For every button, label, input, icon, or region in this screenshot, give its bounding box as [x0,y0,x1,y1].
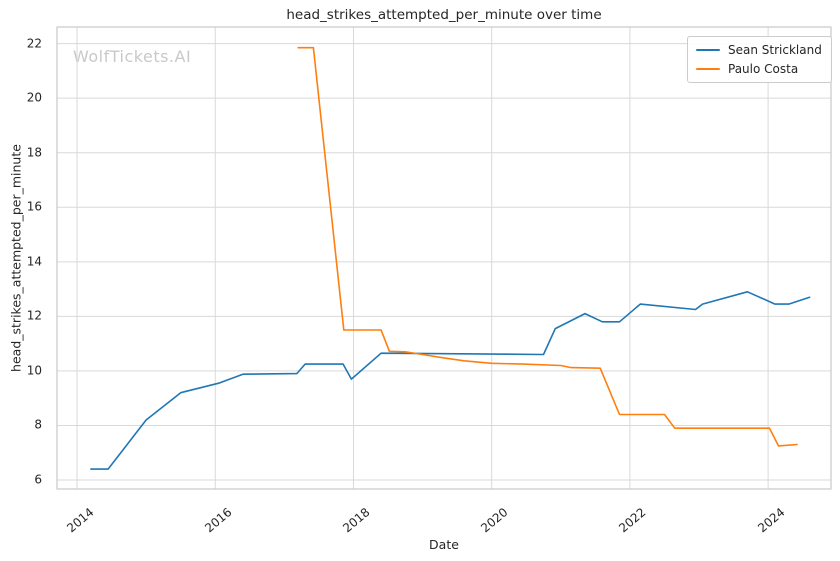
legend-label: Sean Strickland [728,43,822,57]
legend-item-paulo-costa: Paulo Costa [696,61,822,77]
legend-line-swatch-blue [696,49,720,51]
series-line-paulo-costa [297,46,798,447]
y-tick-label: 6 [34,472,42,487]
y-tick-label: 22 [26,36,42,51]
x-axis-label: Date [429,537,459,552]
legend-item-sean-strickland: Sean Strickland [696,42,822,58]
series-line-sean-strickland [90,290,811,470]
y-tick-label: 12 [26,309,42,324]
y-tick-label: 18 [26,145,42,160]
watermark: WolfTickets.AI [73,47,192,66]
plot-border [56,26,832,490]
legend-label: Paulo Costa [728,62,799,76]
y-tick-label: 14 [26,254,42,269]
y-tick-label: 20 [26,90,42,105]
y-tick-label: 8 [34,418,42,433]
y-tick-label: 10 [26,363,42,378]
legend: Sean Strickland Paulo Costa [687,36,832,83]
y-tick-label: 16 [26,199,42,214]
legend-line-swatch-orange [696,68,720,70]
chart-title: head_strikes_attempted_per_minute over t… [286,7,602,23]
